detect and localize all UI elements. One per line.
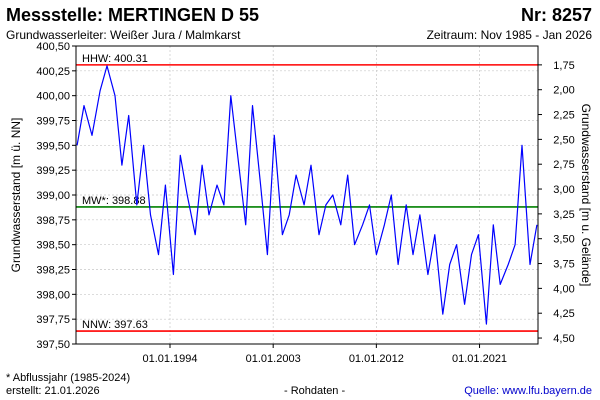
reference-lines: HHW: 400.31 MW*: 398.88 NNW: 397.63 [76,53,538,332]
y-tick-label: 398,50 [36,240,70,252]
raw-data-label: - Rohdaten - [284,385,346,397]
y-tick-label: 400,25 [36,66,70,78]
aquifer-label: Grundwasserleiter: Weißer Jura / Malmkar… [6,28,241,42]
y-tick-label: 397,50 [36,339,70,351]
series-line [76,65,538,325]
period-label: Zeitraum: Nov 1985 - Jan 2026 [426,28,592,42]
y-axis-left: 397,50 397,75 398,00 398,25 398,50 398,75 399,… [36,41,76,351]
y2-tick-label: 3,50 [553,234,574,246]
y-axis-right: 1,75 2,00 2,25 2,50 2,75 3,00 3,25 3,50 3,75 4,00… [538,60,575,345]
x-tick-label: 01.01.2003 [246,353,301,365]
reference-label-max: HHW: 400.31 [82,53,148,65]
y2-tick-label: 4,00 [553,283,574,295]
y-tick-label: 400,00 [36,91,70,103]
y2-tick-label: 2,25 [553,110,574,122]
y2-tick-label: 2,50 [553,134,574,146]
x-axis: 01.01.1994 01.01.2003 01.01.2012 01.01.2021 [142,344,507,365]
y2-tick-label: 3,75 [553,259,574,271]
series-layer [76,65,538,325]
y-tick-label: 398,25 [36,265,70,277]
y-tick-label: 399,50 [36,140,70,152]
created-date: erstellt: 21.01.2026 [6,385,100,397]
y2-tick-label: 3,25 [553,209,574,221]
y-tick-label: 400,50 [36,41,70,53]
y2-axis-label: Grundwasserstand [m u. Gelände] [579,104,593,287]
y-tick-label: 399,00 [36,190,70,202]
source-link[interactable]: Quelle: www.lfu.bayern.de [464,385,592,397]
y2-tick-label: 2,00 [553,85,574,97]
y2-tick-label: 3,00 [553,184,574,196]
y-tick-label: 399,25 [36,165,70,177]
y2-tick-label: 2,75 [553,159,574,171]
grid [76,45,538,345]
y-axis-label: Grundwasserstand [m ü. NN] [9,118,23,273]
y-tick-label: 398,75 [36,215,70,227]
y2-tick-label: 4,50 [553,333,574,345]
y-tick-label: 398,00 [36,289,70,301]
station-number: Nr: 8257 [520,5,592,25]
station-title: Messstelle: MERTINGEN D 55 [6,5,260,25]
reference-label-mean: MW*: 398.88 [82,195,146,207]
x-tick-label: 01.01.2012 [349,353,404,365]
y2-tick-label: 1,75 [553,60,574,72]
x-tick-label: 01.01.2021 [452,353,507,365]
y2-tick-label: 4,25 [553,308,574,320]
y-tick-label: 399,75 [36,116,70,128]
y-tick-label: 397,75 [36,314,70,326]
reference-label-min: NNW: 397.63 [82,319,148,331]
x-tick-label: 01.01.1994 [142,353,197,365]
footnote: * Abflussjahr (1985-2024) [6,372,131,384]
